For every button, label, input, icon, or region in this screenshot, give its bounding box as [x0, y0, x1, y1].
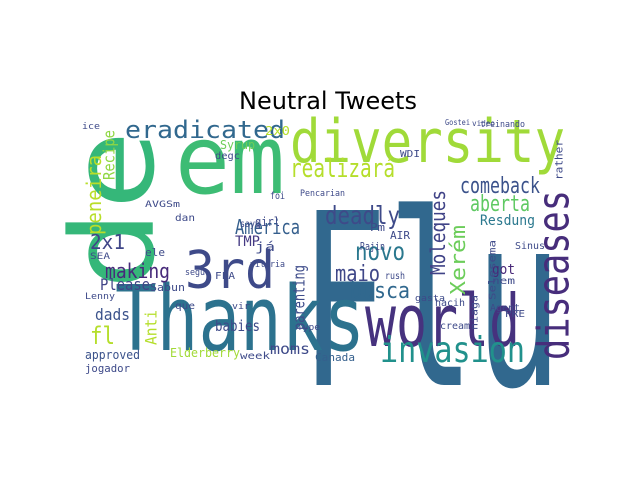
word: Resdung	[480, 213, 535, 229]
word: Moleques	[426, 190, 450, 275]
word: Flu	[300, 162, 562, 442]
word: degc	[215, 151, 240, 162]
word: WDI	[400, 149, 420, 160]
word: Recipe	[100, 130, 119, 180]
word: Sinus	[515, 241, 545, 252]
word: Canada	[315, 351, 355, 364]
word: America	[235, 215, 300, 239]
word: realizará	[290, 154, 395, 184]
word: foi	[270, 191, 285, 202]
word: ice	[82, 122, 100, 132]
word: Please	[100, 275, 150, 294]
word: nem	[492, 276, 515, 287]
word: approved	[85, 348, 140, 362]
word: world	[365, 279, 520, 363]
word: invasion	[380, 330, 525, 371]
word: Syrup	[220, 138, 255, 152]
word: diversity	[290, 107, 565, 177]
word: week	[240, 351, 270, 362]
word: Lenny	[85, 292, 116, 302]
word: dads	[95, 305, 130, 324]
word: Sabun	[150, 281, 185, 294]
word: Thanks	[115, 267, 365, 372]
word: Rajin	[360, 240, 385, 253]
word: making	[105, 259, 170, 283]
word: Gostei	[445, 118, 470, 127]
word: treinando	[480, 120, 525, 130]
word: que	[175, 301, 195, 312]
word: fl	[90, 322, 115, 350]
word: niaga	[470, 295, 481, 330]
word: SEA	[90, 252, 111, 262]
word: vir	[232, 302, 251, 312]
chart-title: Neutral Tweets	[239, 87, 417, 115]
word: 2x1	[90, 230, 125, 254]
word: girl	[255, 215, 280, 229]
word: TMP	[235, 234, 260, 250]
word: Pencarian	[300, 189, 345, 199]
word: Selesema	[488, 240, 499, 300]
word: comeback	[460, 174, 540, 199]
word: segue	[185, 268, 210, 278]
word: já	[255, 240, 275, 254]
word: AVGSm	[145, 200, 180, 210]
word: babies	[215, 317, 260, 335]
word: 3rd	[185, 241, 275, 301]
word: busca	[350, 279, 410, 304]
word: 2x0	[265, 124, 290, 138]
word: ele	[145, 246, 165, 259]
word: cream	[440, 321, 470, 332]
word: Type	[297, 323, 320, 333]
word: peneira	[82, 155, 106, 235]
word: Pm	[370, 221, 385, 234]
word: dan	[175, 213, 195, 224]
word: aberta	[470, 192, 530, 217]
word: video	[472, 119, 495, 128]
word: AIR	[390, 229, 410, 242]
word: Elderberry	[170, 346, 240, 360]
word: maio	[335, 262, 380, 287]
word: eradicated	[125, 116, 285, 144]
word: deadly	[325, 201, 400, 230]
word: de	[47, 130, 181, 290]
word: hacih	[435, 298, 465, 309]
word: novo	[355, 237, 405, 266]
word: rush	[385, 271, 405, 282]
word: got	[492, 262, 515, 278]
word: Anti	[142, 310, 161, 345]
word: Agent	[490, 303, 520, 314]
word: PRE	[505, 309, 525, 320]
word: FFA	[215, 271, 235, 282]
word: saya	[240, 219, 260, 230]
word: moms	[270, 340, 310, 358]
word: parenting	[290, 265, 309, 330]
word: vitoria	[250, 260, 285, 270]
word: em	[175, 106, 285, 216]
word: diseases	[528, 190, 579, 360]
word: gasta	[415, 294, 445, 304]
word: Xerém	[446, 225, 470, 295]
word: jogador	[85, 362, 130, 375]
word: rather	[552, 140, 565, 180]
